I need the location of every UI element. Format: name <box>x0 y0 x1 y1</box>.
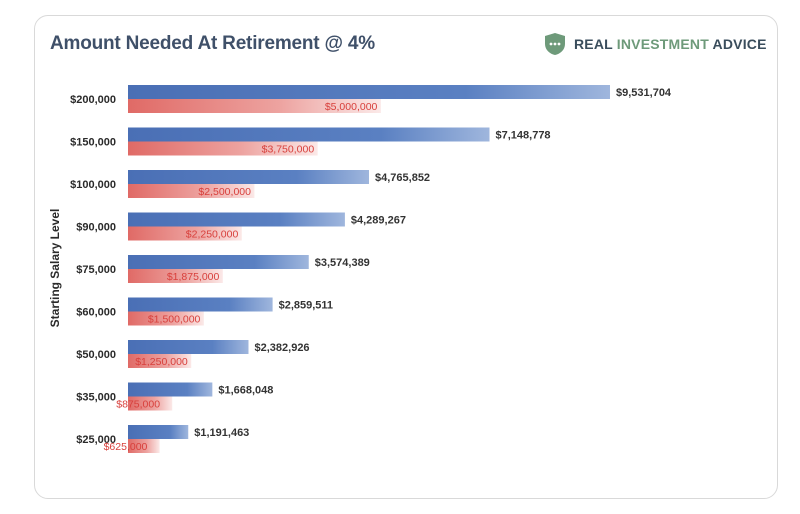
brand-name: REAL INVESTMENT ADVICE <box>574 36 767 52</box>
data-label-blue: $2,859,511 <box>279 300 333 312</box>
bar-red <box>128 99 381 113</box>
data-label-blue: $4,765,852 <box>375 172 430 184</box>
category-label: $35,000 <box>76 392 116 404</box>
data-label-blue: $3,574,389 <box>315 257 370 269</box>
data-label-blue: $2,382,926 <box>255 342 310 354</box>
data-label-red: $1,500,000 <box>148 314 201 326</box>
bar-red <box>128 311 204 326</box>
bar-red <box>128 269 223 283</box>
bar-blue <box>128 85 610 99</box>
data-label-red: $2,500,000 <box>198 186 251 198</box>
bar-blue <box>128 297 273 312</box>
category-label: $150,000 <box>70 137 116 149</box>
data-label-blue: $1,191,463 <box>194 427 249 439</box>
data-label-blue: $9,531,704 <box>616 87 672 99</box>
bar-blue <box>128 212 345 227</box>
data-label-red: $5,000,000 <box>325 101 378 113</box>
shield-icon <box>545 33 565 55</box>
brand-word-2: INVESTMENT <box>616 36 709 52</box>
bar-blue <box>128 382 213 397</box>
data-label-blue: $1,668,048 <box>218 385 273 397</box>
category-label: $50,000 <box>76 349 116 361</box>
bar-blue <box>128 127 490 142</box>
category-label: $100,000 <box>70 179 116 191</box>
brand-word-3: ADVICE <box>708 36 767 52</box>
brand-logo: REAL INVESTMENT ADVICE <box>544 32 767 56</box>
data-label-red: $3,750,000 <box>262 144 315 156</box>
bar-blue <box>128 425 189 439</box>
data-label-red: $875,000 <box>116 399 160 411</box>
bar-blue <box>128 255 309 269</box>
bar-blue <box>128 170 369 184</box>
category-label: $75,000 <box>76 264 116 276</box>
bar-red <box>128 226 242 241</box>
data-label-red: $1,250,000 <box>135 356 188 368</box>
data-label-blue: $4,289,267 <box>351 215 406 227</box>
category-label: $60,000 <box>76 307 116 319</box>
category-label: $200,000 <box>70 94 116 106</box>
chart-title: Amount Needed At Retirement @ 4% <box>50 33 375 54</box>
bar-red <box>128 184 255 198</box>
bar-red <box>128 439 160 453</box>
brand-word-1: REAL <box>574 36 617 52</box>
bar-red <box>128 396 173 411</box>
data-label-blue: $7,148,778 <box>496 130 551 142</box>
data-label-red: $1,875,000 <box>167 271 220 283</box>
bar-red <box>128 141 318 156</box>
data-label-red: $2,250,000 <box>186 229 239 241</box>
category-label: $25,000 <box>76 434 116 446</box>
data-label-red: $625,000 <box>104 441 148 453</box>
category-label: $90,000 <box>76 222 116 234</box>
bar-blue <box>128 340 249 354</box>
bar-red <box>128 354 192 368</box>
